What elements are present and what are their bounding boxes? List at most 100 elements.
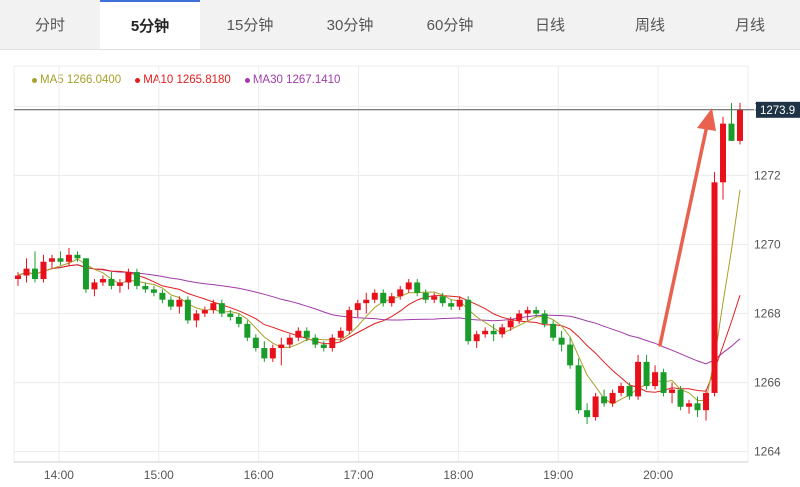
candle-body (524, 310, 531, 314)
legend-ma5-dot (32, 77, 37, 83)
candle-body (584, 410, 591, 418)
candle-body (482, 330, 489, 335)
candle-body (431, 296, 438, 300)
candle-body (278, 344, 285, 349)
candle-body (516, 313, 523, 321)
candle-body (15, 275, 21, 279)
candle-body (405, 282, 412, 290)
legend-ma30: MA30 1267.1410 (244, 74, 341, 86)
candle-body (660, 372, 667, 393)
candle-body (371, 292, 378, 300)
y-tick-label: 1268 (754, 307, 781, 321)
candle-body (388, 296, 395, 304)
candle-body (91, 282, 98, 290)
candle-body (57, 258, 64, 262)
plot-frame (13, 65, 749, 463)
candle-body (167, 299, 174, 307)
tab-intraday[interactable]: 分时 (34, 17, 65, 34)
candle-body (99, 279, 106, 283)
x-tick-label: 16:00 (244, 468, 274, 482)
candle-body (601, 396, 608, 404)
tab-30min[interactable]: 30分钟 (326, 17, 374, 34)
candle-body (711, 182, 718, 393)
legend-ma30-label: MA30 1267.1410 (252, 74, 341, 86)
candle-body (592, 396, 599, 418)
candle-body (422, 292, 429, 300)
tab-60min[interactable]: 60分钟 (426, 17, 474, 34)
candle-body (363, 299, 370, 304)
interval-tab-bar: 分时 5分钟 15分钟 30分钟 60分钟 日线 周线 月线 (0, 0, 800, 50)
legend-ma5-label: MA5 1266.0400 (40, 74, 122, 86)
candle-body (541, 313, 548, 324)
candle-body (23, 268, 30, 276)
candle-body (337, 330, 344, 338)
candle-body (82, 258, 89, 290)
candle-body (150, 289, 157, 293)
legend-ma10: MA10 1265.8180 (135, 74, 231, 86)
candle-body (286, 337, 293, 345)
tab-monthly[interactable]: 月线 (734, 17, 765, 34)
candle-body (252, 337, 259, 349)
candle-body (125, 272, 132, 283)
candle-body (261, 348, 268, 359)
ma10-line (17, 264, 741, 393)
candle-body (490, 330, 497, 335)
candle-body (652, 372, 659, 387)
legend-ma10-label: MA10 1265.8180 (143, 74, 231, 86)
candle-body (269, 348, 276, 359)
candle-body (65, 254, 72, 262)
candle-body (184, 299, 191, 321)
candle-body (320, 344, 327, 349)
candle-body (618, 386, 625, 393)
tab-15min[interactable]: 15分钟 (226, 17, 274, 34)
ma5-line (17, 189, 741, 405)
tab-daily[interactable]: 日线 (534, 17, 565, 34)
y-tick-label: 1264 (754, 445, 781, 459)
candle-body (48, 258, 55, 262)
candle-body (558, 337, 565, 345)
candle-body (193, 313, 200, 321)
x-tick-label: 18:00 (443, 468, 473, 482)
candle-body (643, 361, 650, 387)
candle-body (448, 303, 455, 307)
candle-body (218, 303, 225, 314)
candle-body (159, 292, 166, 300)
current-price-label: 1273.9 (760, 105, 795, 117)
legend-ma10-dot (135, 77, 141, 83)
candle-body (686, 403, 693, 407)
candle-body (728, 123, 735, 141)
candle-body (397, 289, 404, 297)
y-tick-label: 1270 (754, 237, 781, 251)
annotation-arrow-head (697, 108, 716, 131)
candle-body (703, 392, 710, 411)
candle-body (108, 279, 115, 286)
candle-body (677, 389, 684, 407)
tab-weekly[interactable]: 周线 (634, 17, 665, 34)
candle-body (176, 299, 183, 307)
candle-body (244, 323, 251, 338)
candle-body (465, 299, 472, 342)
y-tick-label: 1266 (754, 376, 781, 390)
candle-body (626, 386, 633, 397)
candle-body (507, 320, 514, 328)
candle-body (609, 392, 616, 404)
candle-body (567, 344, 574, 366)
candle-body (295, 330, 302, 338)
candle-body (354, 303, 361, 311)
tab-5min[interactable]: 5分钟 (100, 0, 200, 49)
candle-body (227, 313, 234, 317)
candle-body (456, 299, 463, 307)
candle-body (380, 292, 387, 304)
candle-body (201, 310, 208, 314)
candle-body (414, 282, 421, 293)
candle-body (737, 109, 743, 141)
x-tick-label: 14:00 (44, 468, 74, 482)
candle-body (550, 323, 557, 338)
y-tick-label: 1272 (754, 168, 781, 182)
candle-body (74, 254, 81, 259)
candle-body (669, 389, 676, 393)
candle-body (533, 310, 540, 314)
candle-body (473, 334, 480, 342)
candle-body (303, 330, 310, 338)
